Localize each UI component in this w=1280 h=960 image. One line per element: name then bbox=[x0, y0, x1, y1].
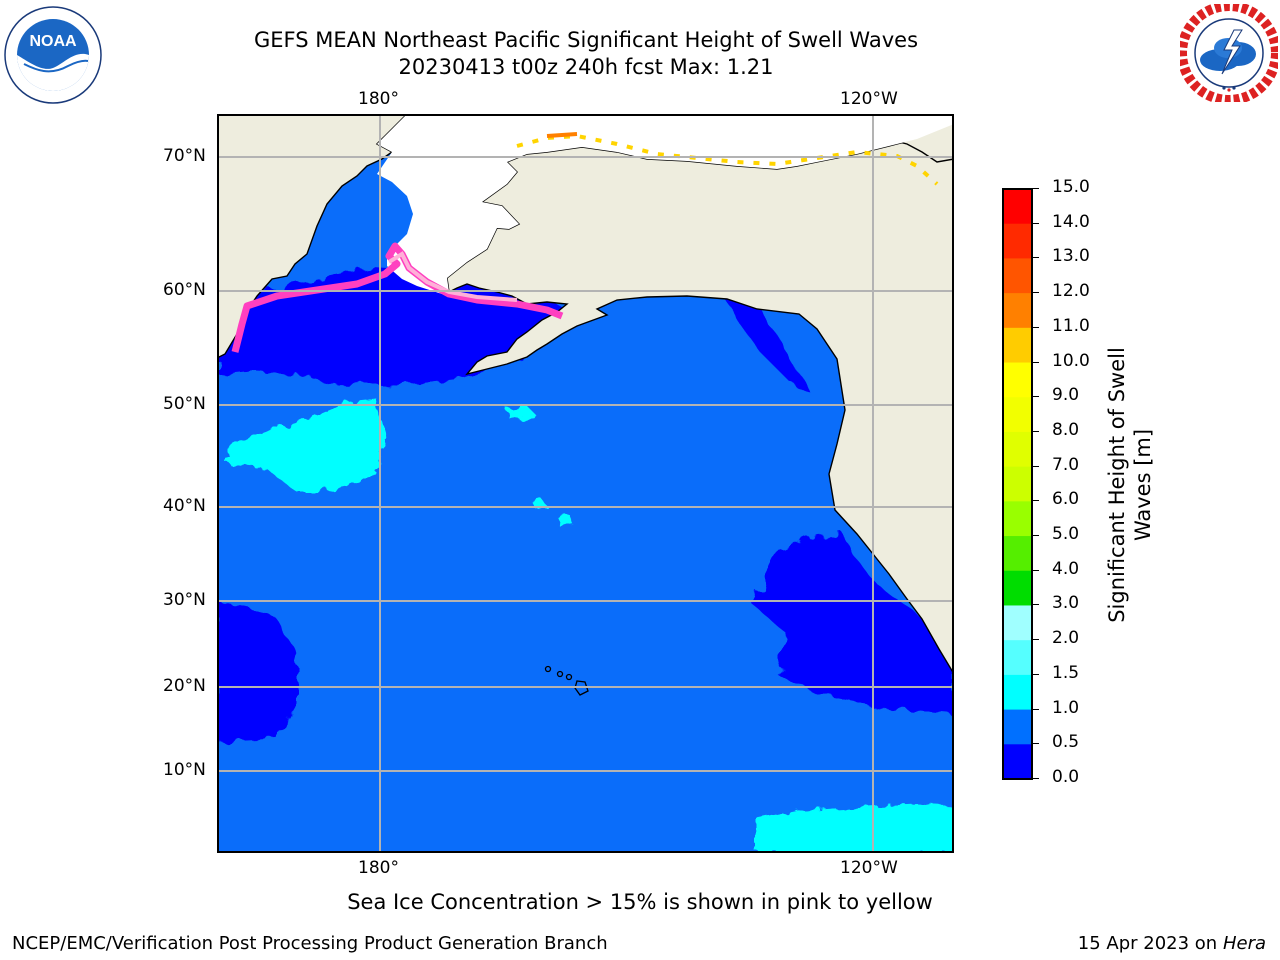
colorbar-cell bbox=[1003, 293, 1032, 329]
colorbar-title-line1: Significant Height of Swell bbox=[1105, 347, 1129, 623]
colorbar-cell bbox=[1003, 744, 1032, 780]
colorbar-tick bbox=[1033, 465, 1039, 467]
footer-credit: NCEP/EMC/Verification Post Processing Pr… bbox=[12, 933, 608, 954]
colorbar-cell bbox=[1003, 258, 1032, 294]
colorbar-cell bbox=[1003, 327, 1032, 364]
colorbar-tick-label: 4.0 bbox=[1052, 558, 1080, 579]
colorbar-tick-label: 7.0 bbox=[1052, 454, 1080, 475]
colorbar-cells bbox=[1003, 189, 1032, 780]
colorbar-tick-label: 0.0 bbox=[1052, 767, 1080, 787]
lat-label-30n: 30°N bbox=[163, 590, 206, 610]
cyan-swell-regions bbox=[227, 399, 954, 853]
lat-label-60n: 60°N bbox=[163, 280, 206, 300]
colorbar-cell bbox=[1003, 674, 1032, 711]
colorbar-cell bbox=[1003, 397, 1032, 433]
colorbar-tick-label: 14.0 bbox=[1052, 211, 1090, 232]
colorbar bbox=[1002, 188, 1033, 780]
noaa-logo-text: NOAA bbox=[29, 33, 77, 50]
colorbar-cell bbox=[1003, 536, 1032, 572]
colorbar-tick-label: 9.0 bbox=[1052, 385, 1080, 406]
colorbar-tick bbox=[1033, 535, 1039, 537]
colorbar-cell bbox=[1003, 570, 1032, 606]
colorbar-tick bbox=[1033, 292, 1039, 294]
lat-label-40n: 40°N bbox=[163, 496, 206, 516]
colorbar-tick bbox=[1033, 500, 1039, 502]
colorbar-tick-label: 13.0 bbox=[1052, 246, 1090, 267]
colorbar-tick bbox=[1033, 778, 1039, 779]
colorbar-tick bbox=[1033, 257, 1039, 259]
lat-label-70n: 70°N bbox=[163, 146, 206, 166]
colorbar-tick bbox=[1033, 396, 1039, 398]
footer-date: 15 Apr 2023 on Hera bbox=[1078, 933, 1266, 954]
colorbar-tick-label: 3.0 bbox=[1052, 593, 1080, 614]
colorbar-tick-label: 8.0 bbox=[1052, 419, 1080, 440]
noaa-logo: NOAA bbox=[4, 6, 102, 104]
lon-label-bottom-180: 180° bbox=[358, 858, 399, 878]
chart-subtitle: 20230413 t00z 240h fcst Max: 1.21 bbox=[398, 55, 774, 79]
lon-label-top-120w: 120°W bbox=[840, 89, 898, 109]
colorbar-title: Significant Height of Swell Waves [m] bbox=[1104, 347, 1156, 623]
colorbar-tick bbox=[1033, 188, 1039, 189]
nws-logo bbox=[1177, 1, 1280, 105]
colorbar-cell bbox=[1003, 362, 1032, 398]
colorbar-tick-label: 15.0 bbox=[1052, 177, 1090, 197]
colorbar-tick-label: 2.0 bbox=[1052, 628, 1080, 649]
lon-label-bottom-120w: 120°W bbox=[840, 858, 898, 878]
colorbar-tick bbox=[1033, 361, 1039, 363]
map-border bbox=[217, 114, 954, 853]
colorbar-tick-label: 1.5 bbox=[1052, 662, 1080, 683]
colorbar-tick bbox=[1033, 430, 1039, 432]
swell-height-map bbox=[217, 114, 954, 853]
colorbar-cell bbox=[1003, 640, 1032, 676]
footer-date-text: 15 Apr 2023 on bbox=[1077, 933, 1223, 954]
lat-label-50n: 50°N bbox=[163, 394, 206, 414]
colorbar-tick-label: 0.5 bbox=[1052, 732, 1080, 753]
footer-machine: Hera bbox=[1222, 933, 1266, 954]
colorbar-cell bbox=[1003, 709, 1032, 745]
colorbar-cell bbox=[1003, 431, 1032, 468]
colorbar-tick bbox=[1033, 708, 1039, 710]
colorbar-tick-label: 10.0 bbox=[1052, 350, 1090, 371]
colorbar-cell bbox=[1003, 189, 1032, 225]
colorbar-tick bbox=[1033, 326, 1039, 328]
colorbar-cell bbox=[1003, 466, 1032, 502]
colorbar-tick bbox=[1033, 222, 1039, 224]
colorbar-tick bbox=[1033, 673, 1039, 675]
colorbar-cell bbox=[1003, 501, 1032, 537]
graticule bbox=[217, 114, 954, 853]
colorbar-title-line2: Waves [m] bbox=[1131, 428, 1155, 542]
lat-label-20n: 20°N bbox=[163, 676, 206, 696]
colorbar-tick bbox=[1033, 743, 1039, 745]
colorbar-tick-label: 11.0 bbox=[1052, 315, 1090, 336]
lon-label-top-180: 180° bbox=[358, 89, 399, 109]
colorbar-tick-label: 12.0 bbox=[1052, 281, 1090, 302]
colorbar-tick-label: 5.0 bbox=[1052, 524, 1080, 545]
colorbar-tick bbox=[1033, 604, 1039, 606]
colorbar-cell bbox=[1003, 605, 1032, 641]
colorbar-tick bbox=[1033, 639, 1039, 641]
map-canvas bbox=[217, 114, 954, 853]
colorbar-tick bbox=[1033, 569, 1039, 571]
sea-ice-note: Sea Ice Concentration > 15% is shown in … bbox=[347, 890, 933, 914]
colorbar-cell bbox=[1003, 223, 1032, 259]
colorbar-tick-label: 1.0 bbox=[1052, 697, 1080, 718]
lat-label-10n: 10°N bbox=[163, 760, 206, 780]
chart-title: GEFS MEAN Northeast Pacific Significant … bbox=[253, 28, 919, 52]
colorbar-tick-label: 6.0 bbox=[1052, 489, 1080, 510]
